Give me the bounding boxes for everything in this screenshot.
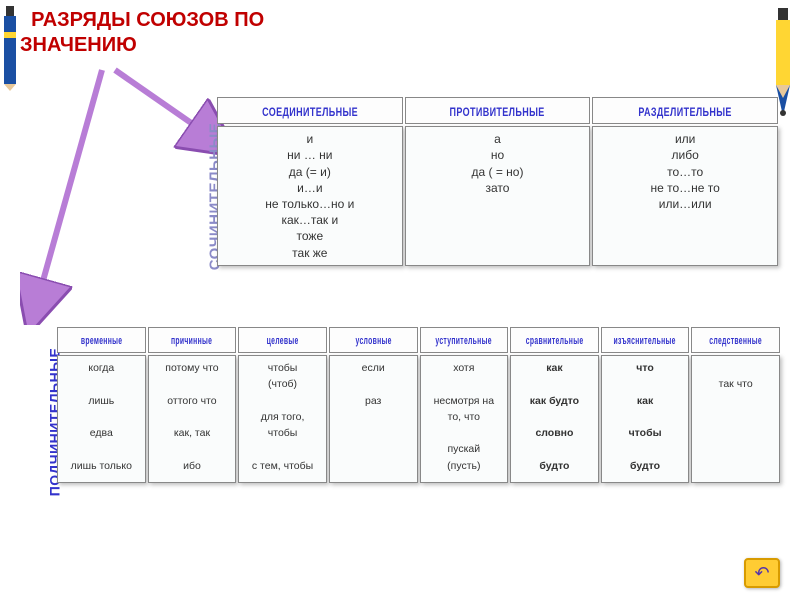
cell-body: как как будто словно будто	[510, 355, 599, 483]
nav-back-button[interactable]: ↶	[744, 558, 780, 588]
col-header: РАЗДЕЛИТЕЛЬНЫЕ	[597, 104, 773, 120]
undo-icon: ↶	[754, 563, 769, 584]
title-line1: РАЗРЯДЫ СОЮЗОВ ПО	[31, 9, 264, 31]
cell-body: потому что оттого что как, так ибо	[148, 355, 237, 483]
cell-body: если раз	[329, 355, 418, 483]
cell-body: чтобы (чтоб) для того, чтобы с тем, чтоб…	[238, 355, 327, 483]
col-header: ПРОТИВИТЕЛЬНЫЕ	[410, 104, 586, 120]
arrow-left	[20, 65, 110, 325]
col-header: изъяснительные	[604, 333, 687, 350]
col-header: следственные	[694, 333, 777, 350]
cell-body: и ни … ни да (= и) и…и не только…но и ка…	[217, 126, 403, 266]
col-header: условные	[332, 333, 415, 350]
cell-body: хотя несмотря на то, что пускай (пусть)	[420, 355, 509, 483]
table-subordinating: временные причинные целевые условные уст…	[55, 325, 782, 485]
col-header: целевые	[241, 333, 324, 350]
cell-body: а но да ( = но) зато	[405, 126, 591, 266]
col-header: причинные	[151, 333, 234, 350]
col-header: временные	[60, 333, 143, 350]
title-line2: ЗНАЧЕНИЮ	[20, 34, 137, 56]
cell-body: что как чтобы будто	[601, 355, 690, 483]
col-header: уступительные	[423, 333, 506, 350]
col-header: СОЕДИНИТЕЛЬНЫЕ	[222, 104, 398, 120]
cell-body: или либо то…то не то…не то или…или	[592, 126, 778, 266]
page-title: РАЗРЯДЫ СОЮЗОВ ПО ЗНАЧЕНИЮ	[20, 8, 264, 58]
pencil-left-icon	[0, 6, 20, 91]
col-header: сравнительные	[513, 333, 596, 350]
table-coordinating: СОЕДИНИТЕЛЬНЫЕ ПРОТИВИТЕЛЬНЫЕ РАЗДЕЛИТЕЛ…	[215, 95, 780, 268]
cell-body: когда лишь едва лишь только	[57, 355, 146, 483]
cell-body: так что	[691, 355, 780, 483]
